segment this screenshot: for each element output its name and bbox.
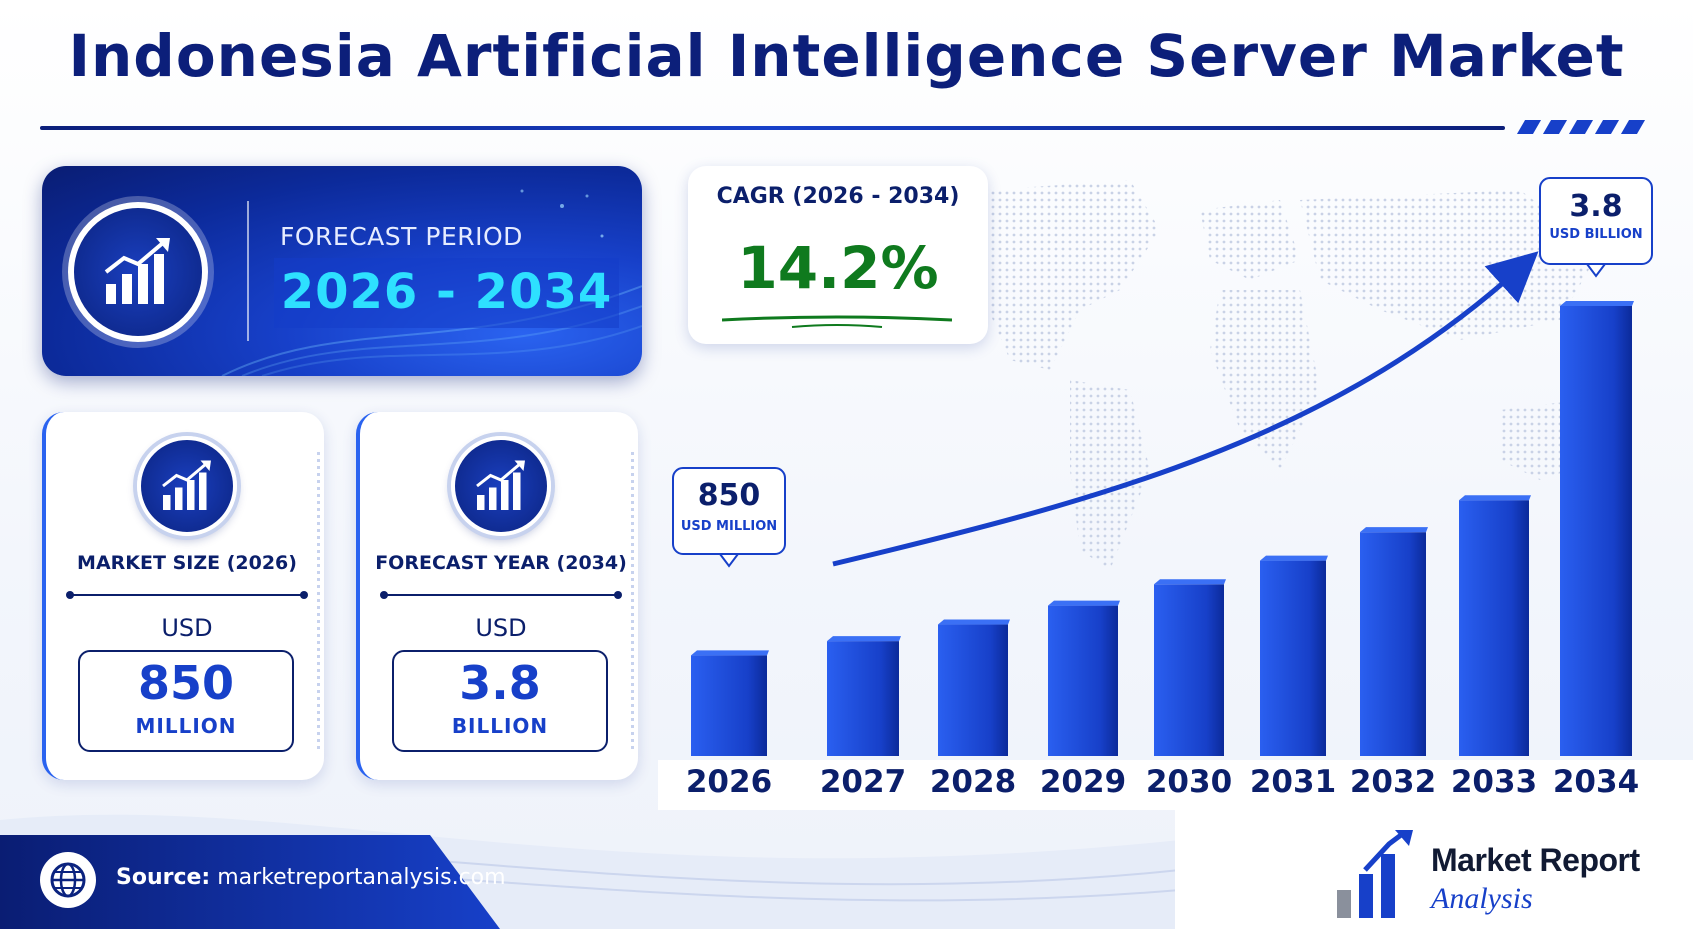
forecast-year-label: FORECAST YEAR (2034) [375, 552, 627, 574]
bar-2034 [1560, 301, 1634, 756]
growth-chart-icon [451, 436, 551, 536]
x-tick-label: 2028 [930, 764, 1016, 800]
cagr-underline-decoration [722, 315, 952, 328]
bar-2026 [691, 650, 769, 756]
cagr-label: CAGR (2026 - 2034) [716, 184, 960, 209]
market-size-value-box: 850 MILLION [78, 650, 294, 752]
banner-divider [247, 201, 249, 341]
x-tick-label: 2026 [686, 764, 772, 800]
market-size-value: 850 [137, 656, 235, 710]
forecast-year-card: FORECAST YEAR (2034) USD 3.8 BILLION [356, 412, 638, 780]
bar-chart-logo-icon [1337, 830, 1413, 918]
growth-chart-icon [68, 202, 208, 342]
logo-text-secondary: Analysis [1431, 882, 1533, 915]
cagr-value: 14.2% [737, 234, 939, 302]
brand-logo: Market Report Analysis [1175, 810, 1693, 929]
bar-2030 [1154, 579, 1226, 756]
source-line: Source: marketreportanalysis.com [116, 865, 506, 890]
forecast-year-value: 3.8 [459, 656, 541, 710]
end-callout-value: 3.8 [1569, 189, 1622, 224]
card-separator [66, 591, 308, 599]
start-callout-value: 850 [698, 478, 761, 513]
forecast-period-value: 2026 - 2034 [280, 264, 613, 320]
x-tick-label: 2031 [1250, 764, 1336, 800]
title-divider-dashes [1515, 120, 1655, 134]
x-tick-label: 2034 [1553, 764, 1639, 800]
world-map-decoration [960, 180, 1600, 570]
x-tick-label: 2030 [1146, 764, 1232, 800]
bar-2033 [1459, 495, 1531, 756]
x-tick-label: 2029 [1040, 764, 1126, 800]
forecast-period-value-box: 2026 - 2034 [274, 258, 619, 328]
start-value-callout: 850 USD MILLION [672, 467, 786, 568]
x-tick-label: 2033 [1451, 764, 1537, 800]
bar-2032 [1360, 527, 1428, 756]
start-callout-unit: USD MILLION [681, 519, 777, 534]
card-separator [380, 591, 622, 599]
growth-chart-icon [137, 436, 237, 536]
market-size-scale: MILLION [135, 714, 237, 738]
page-title: Indonesia Artificial Intelligence Server… [68, 22, 1625, 90]
forecast-period-banner: FORECAST PERIOD 2026 - 2034 [42, 166, 642, 376]
bar-2028 [938, 619, 1010, 756]
cagr-card: CAGR (2026 - 2034) 14.2% [688, 166, 988, 344]
title-divider [40, 126, 1505, 130]
market-size-label: MARKET SIZE (2026) [77, 552, 297, 574]
x-tick-label: 2032 [1350, 764, 1436, 800]
logo-text-primary: Market Report [1431, 842, 1640, 878]
forecast-year-value-box: 3.8 BILLION [392, 650, 608, 752]
source-label: Source: [116, 865, 211, 890]
market-size-card: MARKET SIZE (2026) USD 850 MILLION [42, 412, 324, 780]
forecast-period-label: FORECAST PERIOD [280, 222, 523, 251]
market-size-unit: USD [161, 614, 213, 642]
end-callout-unit: USD BILLION [1549, 227, 1642, 242]
forecast-year-scale: BILLION [451, 714, 549, 738]
x-tick-label: 2027 [820, 764, 906, 800]
forecast-year-unit: USD [475, 614, 527, 642]
bar-2027 [827, 636, 901, 756]
source-link[interactable]: marketreportanalysis.com [217, 865, 506, 890]
bar-2031 [1260, 555, 1328, 756]
globe-icon [40, 852, 96, 908]
bar-2029 [1048, 600, 1120, 756]
